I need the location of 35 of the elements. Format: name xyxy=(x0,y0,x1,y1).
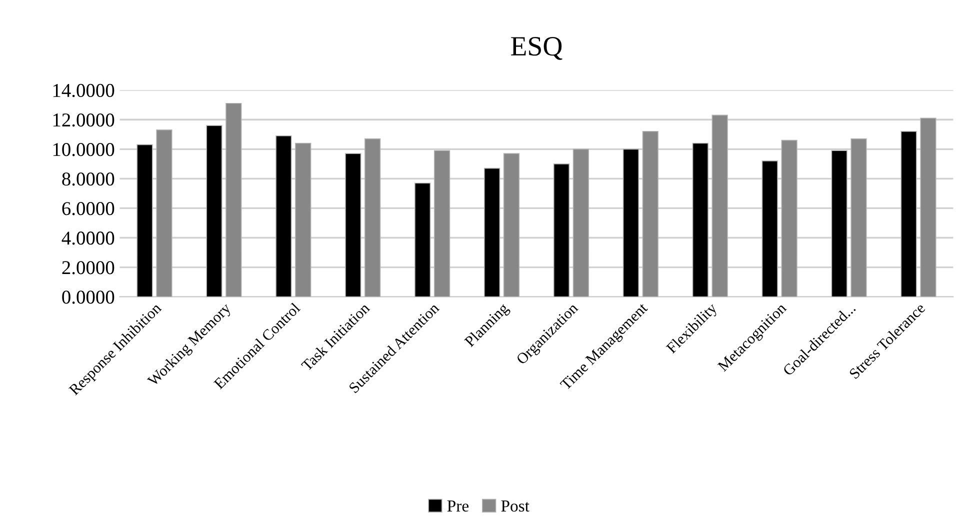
bar xyxy=(364,138,381,297)
bar xyxy=(572,148,589,297)
bar xyxy=(642,131,658,297)
bar xyxy=(781,140,798,297)
legend-label: Post xyxy=(501,500,530,512)
legend-label: Pre xyxy=(447,500,469,512)
bar xyxy=(831,150,848,297)
y-tick-label: 12.0000 xyxy=(53,113,114,127)
chart-title: ESQ xyxy=(511,36,562,60)
bar xyxy=(712,114,728,297)
bar xyxy=(414,182,431,297)
bar xyxy=(503,153,520,297)
bar xyxy=(226,102,242,297)
y-tick-label: 10.0000 xyxy=(53,142,114,156)
bar xyxy=(762,160,778,297)
y-tick-label: 0.0000 xyxy=(62,290,114,304)
bar xyxy=(206,125,222,297)
y-tick-label: 8.0000 xyxy=(62,172,114,186)
bar xyxy=(553,164,570,297)
y-tick-label: 14.0000 xyxy=(53,84,114,98)
bar xyxy=(692,142,708,297)
bar xyxy=(345,153,362,297)
bar xyxy=(484,168,500,297)
bar xyxy=(156,130,172,297)
y-tick-label: 4.0000 xyxy=(62,232,114,245)
bar xyxy=(900,131,917,297)
y-tick-label: 6.0000 xyxy=(62,202,114,216)
bar xyxy=(295,142,312,297)
bar xyxy=(850,138,867,297)
bar xyxy=(136,144,153,297)
bar xyxy=(276,135,292,297)
y-tick-label: 2.0000 xyxy=(62,261,114,274)
bar xyxy=(920,118,936,297)
bar xyxy=(622,148,639,297)
bar xyxy=(434,150,450,297)
